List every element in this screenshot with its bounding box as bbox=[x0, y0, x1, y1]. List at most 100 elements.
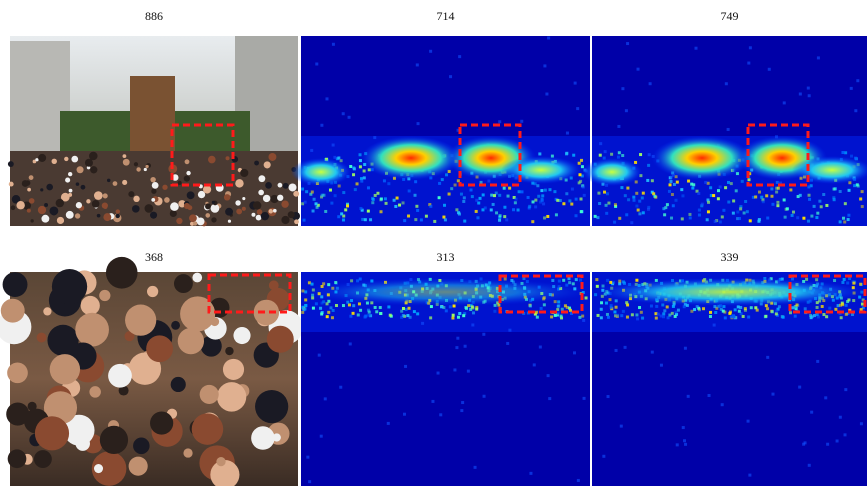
density-cell bbox=[315, 302, 318, 305]
person bbox=[100, 426, 128, 454]
person bbox=[123, 159, 130, 166]
person bbox=[176, 218, 182, 224]
density-cell bbox=[771, 310, 774, 313]
person bbox=[171, 377, 186, 392]
density-cell bbox=[595, 278, 598, 281]
person bbox=[90, 166, 97, 173]
density-cell bbox=[508, 329, 511, 332]
density-cell bbox=[414, 180, 417, 183]
density-cell bbox=[743, 211, 746, 214]
density-cell bbox=[815, 216, 818, 219]
person bbox=[76, 202, 82, 208]
figure: 886714749368313339 bbox=[0, 0, 867, 486]
person bbox=[94, 464, 103, 473]
density-cell bbox=[748, 474, 751, 477]
density-cell bbox=[532, 200, 535, 203]
density-cell bbox=[357, 313, 360, 316]
density-cell bbox=[320, 435, 323, 438]
density-cell bbox=[576, 107, 579, 110]
density-cell bbox=[334, 194, 337, 197]
density-cell bbox=[841, 151, 844, 154]
density-cell bbox=[808, 198, 811, 201]
density-cell bbox=[632, 196, 635, 199]
density-cell bbox=[534, 205, 537, 208]
density-cell bbox=[600, 316, 603, 319]
density-cell bbox=[702, 307, 705, 310]
density-cell bbox=[638, 200, 641, 203]
density-cell bbox=[841, 281, 844, 284]
density-cell bbox=[387, 305, 390, 308]
person bbox=[1, 299, 25, 323]
density-cell bbox=[352, 304, 355, 307]
density-cell bbox=[651, 179, 654, 182]
density-cell bbox=[387, 422, 390, 425]
density-cell bbox=[622, 280, 625, 283]
density-cell bbox=[477, 202, 480, 205]
density-cell bbox=[303, 219, 306, 222]
density-cell bbox=[672, 204, 675, 207]
density-cell bbox=[475, 199, 478, 202]
density-cell bbox=[757, 220, 760, 223]
density-cell bbox=[663, 213, 666, 216]
density-cell bbox=[825, 204, 828, 207]
density-cell bbox=[738, 310, 741, 313]
density-cell bbox=[462, 314, 465, 317]
density-cell bbox=[606, 313, 609, 316]
person bbox=[27, 188, 31, 192]
density-cell bbox=[618, 151, 621, 154]
density-cell bbox=[680, 188, 683, 191]
density-cell bbox=[712, 194, 715, 197]
person bbox=[145, 165, 148, 168]
density-cell bbox=[766, 217, 769, 220]
density-cell bbox=[642, 192, 645, 195]
person bbox=[152, 182, 159, 189]
person bbox=[122, 180, 127, 185]
density-cell bbox=[311, 191, 314, 194]
person bbox=[265, 182, 272, 189]
person bbox=[205, 213, 210, 218]
density-cell bbox=[613, 221, 616, 224]
density-cell bbox=[304, 298, 307, 301]
density-cell bbox=[792, 306, 795, 309]
person bbox=[192, 273, 202, 283]
person bbox=[132, 205, 140, 213]
density-cell bbox=[359, 309, 362, 312]
density-cell bbox=[566, 306, 569, 309]
density-cell bbox=[670, 217, 673, 220]
density-cell bbox=[493, 194, 496, 197]
density-cell bbox=[786, 207, 789, 210]
density-cell bbox=[724, 186, 727, 189]
density-cell bbox=[730, 182, 733, 185]
density-cell bbox=[304, 307, 307, 310]
density-cell bbox=[543, 303, 546, 306]
density-cell bbox=[577, 479, 580, 482]
density-cell bbox=[770, 187, 773, 190]
person bbox=[242, 207, 246, 211]
person bbox=[129, 457, 148, 476]
density-cell bbox=[810, 316, 813, 319]
person bbox=[68, 193, 72, 197]
density-cell bbox=[405, 308, 408, 311]
density-cell bbox=[620, 314, 623, 317]
density-cell bbox=[717, 189, 720, 192]
density-cell bbox=[543, 216, 546, 219]
density-cell bbox=[596, 285, 599, 288]
density-cell bbox=[861, 205, 864, 208]
density-cell bbox=[638, 306, 641, 309]
density-cell bbox=[527, 196, 530, 199]
density-cell bbox=[364, 315, 367, 318]
density-cell bbox=[580, 159, 583, 162]
density-cell bbox=[455, 346, 458, 349]
density-cell bbox=[844, 388, 847, 391]
density-cell bbox=[514, 198, 517, 201]
density-cell bbox=[834, 308, 837, 311]
density-cell bbox=[480, 181, 483, 184]
density-cell bbox=[630, 221, 633, 224]
density-cell bbox=[684, 443, 687, 446]
person bbox=[60, 219, 63, 222]
person bbox=[281, 200, 288, 207]
density-cell bbox=[413, 310, 416, 313]
density-cell bbox=[651, 351, 654, 354]
density-cell bbox=[808, 194, 811, 197]
density-cell bbox=[383, 179, 386, 182]
